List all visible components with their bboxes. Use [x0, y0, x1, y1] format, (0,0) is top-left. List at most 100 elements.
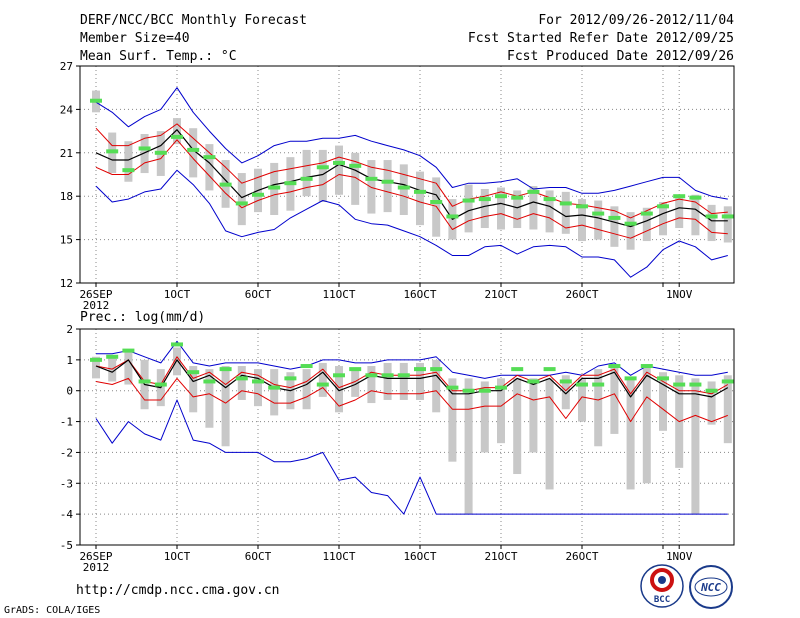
prec-y-tick-label: -3	[60, 477, 73, 490]
temp-obs-marker	[187, 147, 200, 152]
temp-ensemble-bar	[707, 204, 716, 242]
temp-ensemble-bar	[464, 184, 473, 233]
prec-obs-marker	[640, 364, 653, 369]
prec-obs-marker	[673, 382, 686, 387]
temp-obs-marker	[495, 194, 507, 199]
prec-obs-marker	[268, 385, 281, 390]
source-url: http://cmdp.ncc.cma.gov.cn	[76, 583, 280, 598]
prec-ensemble-bar	[594, 369, 603, 447]
temp-ensemble-bar	[318, 149, 327, 202]
bcc-logo-text: BCC	[654, 595, 670, 605]
prec-obs-marker	[122, 348, 135, 353]
prec-obs-marker	[624, 376, 637, 381]
temp-obs-marker	[154, 150, 167, 155]
temp-obs-marker	[300, 176, 313, 181]
prec-x-tick-label: 11OCT	[322, 550, 355, 563]
temp-obs-marker	[365, 176, 378, 181]
prec-obs-marker	[187, 370, 200, 375]
temp-min-line	[95, 169, 728, 278]
temp-obs-marker	[608, 215, 621, 220]
prec-x-tick-label: 1OCT	[164, 550, 191, 563]
prec-obs-marker	[333, 373, 345, 378]
prec-obs-marker	[365, 373, 378, 378]
prec-ensemble-bar	[367, 366, 376, 404]
prec-plot-frame	[79, 328, 735, 546]
temp-obs-marker	[203, 155, 216, 160]
prec-obs-marker	[235, 376, 248, 381]
prec-obs-marker	[300, 364, 313, 369]
temp-obs-marker	[122, 168, 135, 173]
prec-obs-marker	[559, 379, 572, 384]
prec-obs-marker	[284, 376, 297, 381]
prec-obs-marker	[705, 388, 718, 393]
temp-ensemble-bar	[626, 212, 635, 250]
temp-ensemble-bar	[189, 128, 198, 178]
prec-mean-line	[95, 359, 729, 398]
temp-obs-marker	[624, 221, 637, 226]
temp-obs-marker	[462, 198, 475, 203]
temp-ensemble-bar	[675, 194, 684, 229]
temp-obs-marker	[721, 214, 734, 219]
prec-obs-marker	[576, 382, 588, 387]
prec-obs-marker	[608, 364, 621, 369]
temp-obs-marker	[349, 163, 362, 168]
temp-obs-marker	[316, 165, 329, 170]
prec-obs-marker	[154, 382, 167, 387]
prec-ensemble-bar	[707, 381, 716, 425]
temp-ensemble-bar	[545, 190, 554, 233]
temp-obs-marker	[430, 199, 443, 204]
prec-y-tick-label: 1	[66, 354, 73, 367]
temp-spread-lower-line	[95, 139, 728, 239]
temp-ensemble-bar	[610, 206, 619, 247]
prec-ensemble-bar	[578, 378, 586, 422]
temp-obs-marker	[333, 160, 345, 165]
temp-obs-marker	[640, 211, 653, 216]
temp-ensemble-bar	[659, 201, 667, 236]
temp-ensemble-bar	[140, 133, 149, 174]
temp-obs-marker	[252, 192, 264, 197]
temp-y-tick-label: 18	[60, 190, 73, 203]
prec-max-line	[96, 340, 728, 379]
temp-x-year-label: 2012	[83, 299, 110, 312]
prec-obs-marker	[721, 379, 734, 384]
temp-obs-marker	[219, 182, 232, 187]
temp-x-tick-label: 11OCT	[322, 288, 355, 301]
prec-obs-marker	[478, 388, 491, 393]
prec-ensemble-bar	[432, 359, 441, 413]
prec-obs-marker	[171, 342, 183, 347]
prec-obs-marker	[689, 382, 702, 387]
prec-obs-marker	[446, 385, 459, 390]
temperature-panel: 12 15 18 21 24 27 26SEP 1OCT 6OCT 11OCT 16OCT 21OCT…	[60, 60, 735, 312]
temp-obs-marker	[106, 149, 119, 154]
prec-obs-marker	[252, 379, 264, 384]
prec-ensemble-bar	[610, 366, 619, 434]
temp-x-tick-label: 1OCT	[164, 288, 191, 301]
prec-x-tick-label: 16OCT	[403, 550, 436, 563]
prec-obs-marker	[657, 376, 669, 381]
prec-ensemble-bar	[480, 381, 489, 453]
prec-ensemble-bar	[448, 378, 457, 462]
prec-obs-marker	[495, 385, 507, 390]
prec-ensemble-bar	[351, 369, 360, 397]
prec-ensemble-bar	[124, 350, 133, 385]
footer: http://cmdp.ncc.cma.gov.cn GrADS: COLA/I…	[4, 583, 280, 616]
prec-obs-marker	[592, 382, 605, 387]
prec-x-tick-label: 21OCT	[484, 550, 517, 563]
prec-ensemble-bar	[383, 362, 392, 400]
temp-obs-marker	[235, 201, 248, 206]
temp-ensemble-bar	[513, 190, 522, 229]
temp-ensemble-bar	[723, 206, 732, 243]
prec-ensemble-bar	[513, 378, 522, 475]
prec-ensemble-bar	[691, 378, 700, 515]
bcc-logo: BCC	[640, 564, 684, 608]
ncc-logo-ring	[689, 565, 733, 609]
prec-obs-marker	[511, 367, 524, 372]
temp-ensemble-bar	[578, 199, 586, 242]
temp-ensemble-bar	[351, 152, 360, 205]
temp-ensemble-bar	[642, 207, 651, 242]
temp-obs-marker	[705, 214, 718, 219]
prec-obs-marker	[414, 367, 426, 372]
temp-obs-marker	[268, 185, 281, 190]
prec-ensemble-bar	[302, 369, 311, 410]
temp-obs-marker	[657, 204, 669, 209]
